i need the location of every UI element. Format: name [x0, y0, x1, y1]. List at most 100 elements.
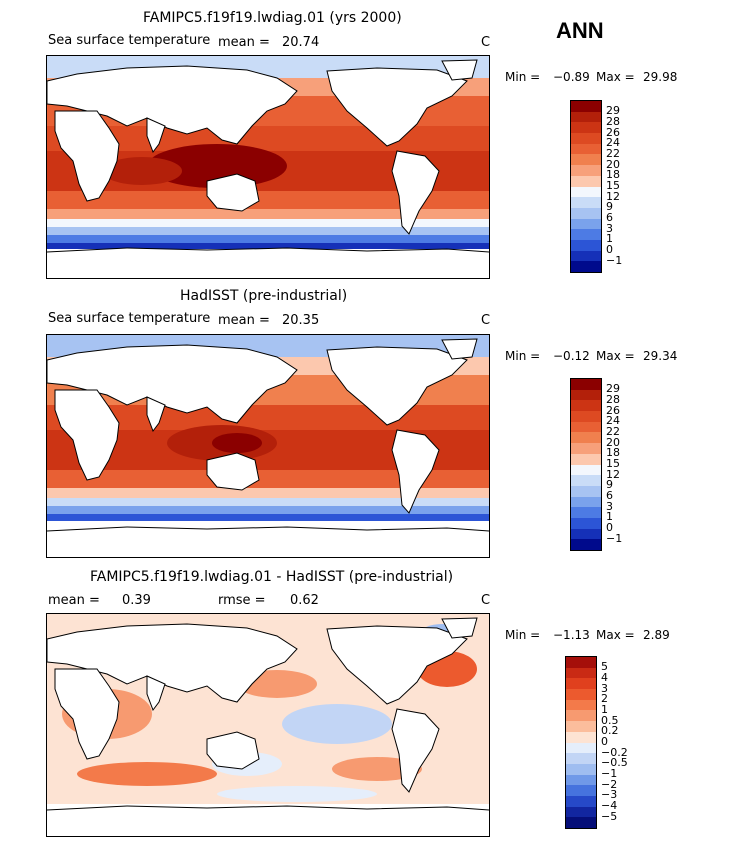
ocean-band-south-cool	[47, 219, 489, 227]
panel-2-mean-label: mean =	[218, 313, 270, 328]
panel-1-map	[46, 55, 490, 279]
colorbar-swatch	[566, 774, 596, 786]
season-label: ANN	[556, 18, 604, 43]
ocean-band-south-mid	[47, 488, 489, 498]
ocean-band-southern-ocean	[47, 514, 489, 521]
colorbar-swatch	[571, 507, 601, 519]
colorbar-tick-label: 18	[606, 168, 620, 182]
colorbar-swatch	[571, 239, 601, 251]
panel-3-min-label: Min =	[505, 628, 541, 642]
colorbar-swatch	[571, 207, 601, 219]
colorbar-swatch	[571, 539, 601, 551]
panel-1-colorbar	[570, 100, 602, 273]
panel-3-units: C	[481, 593, 491, 608]
panel-1-mean-label: mean =	[218, 35, 270, 50]
colorbar-swatch	[571, 122, 601, 134]
ocean-band-south-mid	[47, 209, 489, 219]
colorbar-swatch	[566, 753, 596, 765]
antarctica	[47, 521, 489, 557]
colorbar-tick-label: −1	[606, 531, 623, 545]
colorbar-swatch	[571, 229, 601, 241]
colorbar-tick-label: −1	[601, 767, 618, 781]
panel-2-max-label: Max =	[596, 349, 635, 363]
colorbar-swatch	[566, 689, 596, 701]
colorbar-tick-label: 29	[606, 382, 620, 396]
ocean-band-south-cold	[47, 506, 489, 514]
land-greenland	[441, 338, 478, 360]
colorbar-swatch	[571, 111, 601, 123]
colorbar-swatch	[571, 250, 601, 262]
colorbar-swatch	[571, 197, 601, 209]
colorbar-swatch	[571, 133, 601, 145]
colorbar-tick-label: 9	[606, 478, 613, 492]
colorbar-tick-label: 3	[606, 221, 613, 235]
colorbar-swatch	[571, 432, 601, 444]
panel-3-min-value: −1.13	[553, 628, 590, 642]
colorbar-swatch	[566, 731, 596, 743]
colorbar-tick-label: −0.5	[601, 756, 628, 770]
panel-2-mean-value: 20.35	[282, 313, 320, 328]
panel-2-map	[46, 334, 490, 558]
land-india	[146, 117, 166, 154]
colorbar-swatch	[571, 464, 601, 476]
colorbar-tick-label: 3	[606, 499, 613, 513]
colorbar-tick-label: 24	[606, 414, 620, 428]
colorbar-swatch	[566, 710, 596, 722]
colorbar-swatch	[566, 785, 596, 797]
panel-1-max-value: 29.98	[643, 70, 678, 84]
colorbar-tick-label: −4	[601, 799, 618, 813]
ocean-band-south-cold	[47, 227, 489, 235]
colorbar-tick-label: 5	[601, 660, 608, 674]
land-antarctica-coast	[47, 247, 489, 253]
colorbar-swatch	[571, 101, 601, 112]
colorbar-swatch	[571, 517, 601, 529]
panel-3-rmse-label: rmse =	[218, 593, 266, 608]
colorbar-tick-label: 12	[606, 467, 620, 481]
anomaly-warm-4	[77, 762, 217, 786]
panel-3-rmse-value: 0.62	[290, 593, 319, 608]
colorbar-tick-label: 22	[606, 424, 620, 438]
panel-3-max-value: 2.89	[643, 628, 670, 642]
colorbar-tick-label: 1	[606, 510, 613, 524]
colorbar-tick-label: 0	[606, 521, 613, 535]
panel-2-max-value: 29.34	[643, 349, 678, 363]
panel-1-max-label: Max =	[596, 70, 635, 84]
panel-1-min-value: −0.89	[553, 70, 590, 84]
land-north-america	[326, 625, 468, 705]
colorbar-tick-label: 6	[606, 211, 613, 225]
colorbar-tick-label: 6	[606, 489, 613, 503]
colorbar-tick-label: −1	[606, 253, 623, 267]
land-africa	[54, 668, 120, 760]
panel-3-mean-label: mean =	[48, 593, 100, 608]
land-north-america	[326, 346, 468, 426]
colorbar-swatch	[566, 657, 596, 668]
panel-2-min-label: Min =	[505, 349, 541, 363]
land-greenland	[441, 617, 478, 639]
colorbar-swatch	[566, 817, 596, 829]
colorbar-tick-label: 26	[606, 125, 620, 139]
land-south-america	[391, 429, 440, 514]
colorbar-tick-label: 0.2	[601, 724, 619, 738]
colorbar-swatch	[571, 165, 601, 177]
colorbar-swatch	[571, 421, 601, 433]
colorbar-swatch	[571, 528, 601, 540]
land-australia	[206, 173, 260, 212]
ocean-band-north-sub	[47, 126, 489, 151]
anomaly-cool-4	[217, 786, 377, 802]
colorbar-tick-label: 18	[606, 446, 620, 460]
colorbar-tick-label: 4	[601, 670, 608, 684]
colorbar-tick-label: 22	[606, 146, 620, 160]
anomaly-cool-1	[282, 704, 392, 744]
colorbar-swatch	[571, 379, 601, 390]
colorbar-swatch	[566, 806, 596, 818]
panel-3-colorbar	[565, 656, 597, 829]
colorbar-tick-label: 1	[601, 702, 608, 716]
panel-1-min-label: Min =	[505, 70, 541, 84]
colorbar-swatch	[571, 143, 601, 155]
land-south-america	[391, 708, 440, 793]
panel-1-units: C	[481, 35, 491, 50]
colorbar-tick-label: 1	[606, 232, 613, 246]
warm-pool-indian	[102, 157, 182, 185]
panel-1-map-svg	[47, 56, 489, 278]
colorbar-swatch	[566, 763, 596, 775]
